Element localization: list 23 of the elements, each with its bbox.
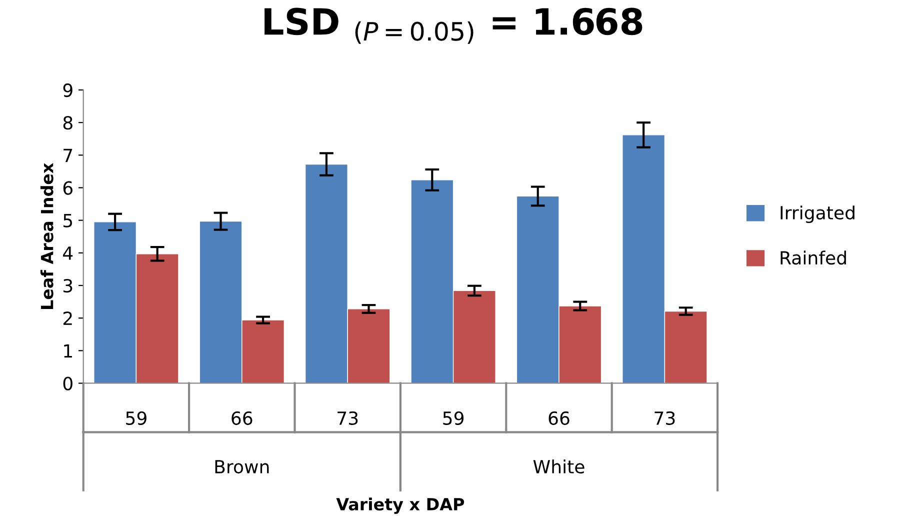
y-axis-title: Leaf Area Index: [40, 162, 54, 309]
y-tick-label: 5: [64, 214, 72, 228]
y-tick-label: 9: [63, 83, 72, 98]
x-tick-label: 66: [548, 411, 570, 425]
y-tick-label: 8: [63, 116, 72, 130]
y-tick-label: 3: [64, 278, 72, 293]
y-tick-label: 7: [64, 148, 72, 162]
x-tick-label: 66: [232, 411, 252, 425]
y-tick-label: 1: [64, 344, 72, 358]
y-tick-label: 6: [63, 181, 72, 195]
y-tick-label: 0: [63, 376, 72, 390]
legend-label: Rainfed: [780, 250, 846, 265]
x-tick-label: 73: [654, 411, 675, 425]
x-tick-label: 59: [126, 411, 146, 425]
chart-title: LSD $_{(P=0.05)}$ = 1.668: [264, 8, 642, 44]
legend-label: Irrigated: [780, 206, 854, 224]
x-tick-label: 59: [443, 411, 464, 425]
y-tick-label: 4: [63, 246, 73, 260]
text: White: [533, 460, 584, 474]
x-axis-title: Variety x DAP: [336, 498, 464, 514]
x-tick-label: 73: [338, 411, 358, 425]
text: Brown: [215, 460, 269, 474]
y-tick-label: 2: [63, 312, 72, 325]
